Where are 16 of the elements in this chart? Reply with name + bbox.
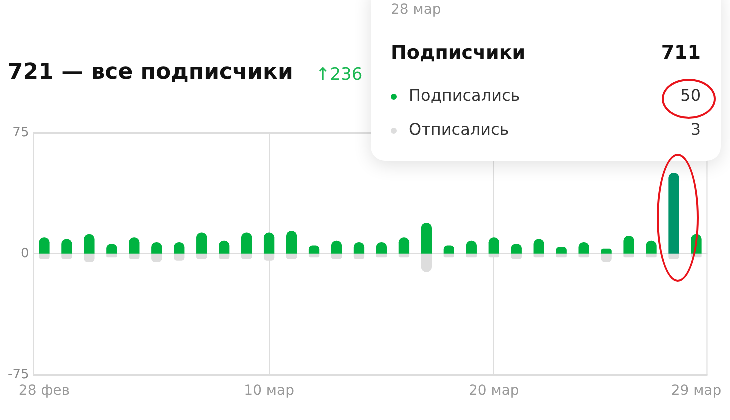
x-tick-label: 10 мар — [244, 383, 295, 400]
annotation: 3 — [690, 120, 701, 139]
y-tick-label: -75 — [8, 368, 30, 383]
x-tick-label: 28 фев — [18, 383, 70, 400]
chart-title: 721 — все подписчики — [8, 60, 294, 85]
text: 711 — [661, 42, 701, 64]
text: 28 мар — [391, 2, 442, 18]
chart-subtitle: ↑236 — [316, 65, 363, 85]
x-tick-label: 20 мар — [468, 383, 520, 400]
y-tick-label: 75 — [12, 125, 30, 140]
text: Подписчики — [391, 42, 526, 64]
legend-label: Отписались — [409, 120, 510, 139]
y-tick-label: 0 — [20, 246, 30, 262]
x-tick-label: 29 мар — [671, 383, 722, 400]
legend-label: Подписались — [409, 86, 520, 105]
text: 50 — [680, 86, 701, 105]
